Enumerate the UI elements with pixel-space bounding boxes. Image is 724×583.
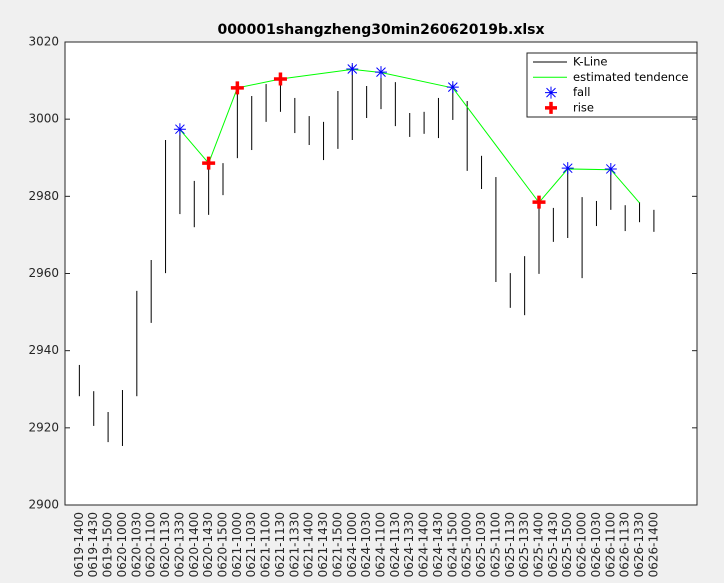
x-tick-label: 0625-1000 [460, 512, 474, 577]
x-tick-label: 0619-1500 [101, 512, 115, 577]
legend-swatch [545, 86, 557, 99]
legend-swatch [545, 101, 557, 114]
x-tick-label: 0626-1400 [646, 512, 660, 577]
x-tick-label: 0620-1130 [158, 512, 172, 577]
x-tick-label: 0625-1400 [532, 512, 546, 577]
x-tick-label: 0620-1430 [201, 512, 215, 577]
legend-label: fall [573, 85, 591, 99]
x-tick-label: 0624-1430 [431, 512, 445, 577]
x-tick-label: 0625-1130 [503, 512, 517, 577]
legend-label: estimated tendence [573, 70, 689, 84]
x-tick-label: 0621-1000 [230, 512, 244, 577]
fall-marker [173, 123, 186, 136]
x-tick-label: 0626-1130 [618, 512, 632, 577]
x-tick-label: 0625-1430 [546, 512, 560, 577]
x-tick-label: 0624-1130 [388, 512, 402, 577]
x-tick-label: 0621-1430 [316, 512, 330, 577]
x-tick-label: 0625-1500 [560, 512, 574, 577]
x-tick-label: 0619-1400 [72, 512, 86, 577]
x-tick-label: 0626-1030 [589, 512, 603, 577]
y-tick-label: 3000 [28, 112, 59, 126]
x-tick-label: 0620-1330 [172, 512, 186, 577]
legend-label: K-Line [573, 55, 607, 69]
x-tick-label: 0620-1000 [115, 512, 129, 577]
x-tick-label: 0621-1500 [330, 512, 344, 577]
x-tick-label: 0620-1100 [144, 512, 158, 577]
fall-marker [561, 162, 574, 175]
x-tick-label: 0624-1330 [402, 512, 416, 577]
x-tick-label: 0621-1100 [259, 512, 273, 577]
x-tick-label: 0624-1400 [417, 512, 431, 577]
plot-area [64, 41, 698, 506]
y-tick-label: 2980 [28, 189, 59, 203]
x-tick-label: 0620-1500 [216, 512, 230, 577]
y-tick-label: 2940 [28, 343, 59, 357]
x-tick-label: 0625-1030 [474, 512, 488, 577]
rise-marker [202, 156, 216, 170]
x-tick-label: 0619-1430 [86, 512, 100, 577]
x-tick-label: 0621-1400 [302, 512, 316, 577]
x-tick-label: 0625-1330 [517, 512, 531, 577]
x-tick-label: 0620-1030 [129, 512, 143, 577]
x-tick-label: 0621-1030 [244, 512, 258, 577]
x-tick-label: 0620-1400 [187, 512, 201, 577]
fall-marker [346, 63, 359, 76]
y-tick-label: 3020 [28, 35, 59, 49]
x-tick-label: 0621-1130 [273, 512, 287, 577]
x-tick-label: 0624-1100 [374, 512, 388, 577]
x-tick-label: 0624-1500 [445, 512, 459, 577]
fall-marker [604, 162, 617, 175]
y-tick-label: 2960 [28, 266, 59, 280]
x-tick-label: 0621-1330 [287, 512, 301, 577]
fall-marker [446, 81, 459, 94]
chart-title: 000001shangzheng30min26062019b.xlsx [217, 22, 544, 38]
x-tick-label: 0625-1100 [488, 512, 502, 577]
x-tick-label: 0626-1330 [632, 512, 646, 577]
rise-marker [230, 81, 244, 95]
rise-marker [273, 72, 287, 86]
x-tick-label: 0624-1000 [345, 512, 359, 577]
legend-label: rise [573, 100, 594, 114]
x-tick-label: 0626-1100 [603, 512, 617, 577]
y-tick-label: 2900 [28, 498, 59, 512]
fall-marker [375, 66, 387, 79]
x-tick-label: 0624-1030 [359, 512, 373, 577]
x-tick-label: 0626-1000 [575, 512, 589, 577]
y-tick-label: 2920 [28, 420, 59, 434]
rise-marker [532, 195, 546, 209]
